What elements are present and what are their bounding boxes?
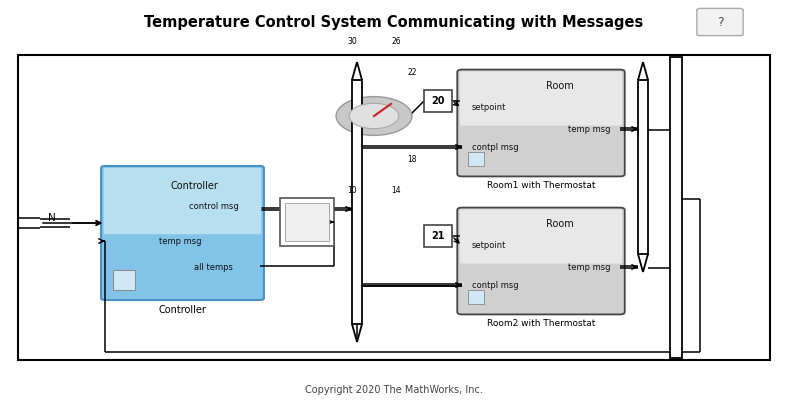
FancyBboxPatch shape [457,70,625,177]
FancyBboxPatch shape [104,168,262,234]
FancyBboxPatch shape [697,8,743,35]
Bar [670,57,682,358]
Text: ?: ? [717,15,723,29]
FancyBboxPatch shape [101,166,264,300]
Circle shape [349,103,399,129]
Text: contpl msg: contpl msg [472,282,519,291]
Text: Room1 with Thermostat: Room1 with Thermostat [487,181,595,191]
Text: 14: 14 [391,186,401,195]
Text: all temps: all temps [194,264,233,272]
Text: setpoint: setpoint [472,104,507,112]
Text: temp msg: temp msg [567,125,610,135]
FancyBboxPatch shape [460,71,623,126]
Text: 30: 30 [348,37,357,46]
Bar [18,55,770,360]
Text: Controller: Controller [158,305,206,315]
Bar [113,270,135,290]
Text: contpl msg: contpl msg [472,143,519,152]
Text: Room2 with Thermostat: Room2 with Thermostat [487,320,595,328]
Text: setpoint: setpoint [472,241,507,251]
Text: Copyright 2020 The MathWorks, Inc.: Copyright 2020 The MathWorks, Inc. [305,385,483,395]
Bar [280,198,334,246]
Bar [468,152,484,166]
Bar [285,203,329,241]
FancyBboxPatch shape [457,208,625,314]
Text: 10: 10 [348,186,357,195]
FancyBboxPatch shape [460,210,623,264]
Text: Controller: Controller [171,181,219,191]
Bar [352,80,362,324]
Text: 26: 26 [391,37,401,46]
Text: Temperature Control System Communicating with Messages: Temperature Control System Communicating… [144,15,644,29]
Text: Room: Room [546,219,574,229]
Text: 21: 21 [431,231,444,241]
Text: temp msg: temp msg [159,237,202,245]
Text: 22: 22 [407,69,417,77]
Bar [424,225,452,247]
Circle shape [336,97,412,135]
Text: control msg: control msg [188,202,239,210]
Text: Room: Room [546,81,574,91]
Bar [424,90,452,112]
Bar [468,290,484,304]
Text: N: N [48,213,56,223]
Text: 18: 18 [407,154,417,164]
Text: 20: 20 [431,96,444,106]
Bar [638,80,648,254]
Text: temp msg: temp msg [567,264,610,272]
